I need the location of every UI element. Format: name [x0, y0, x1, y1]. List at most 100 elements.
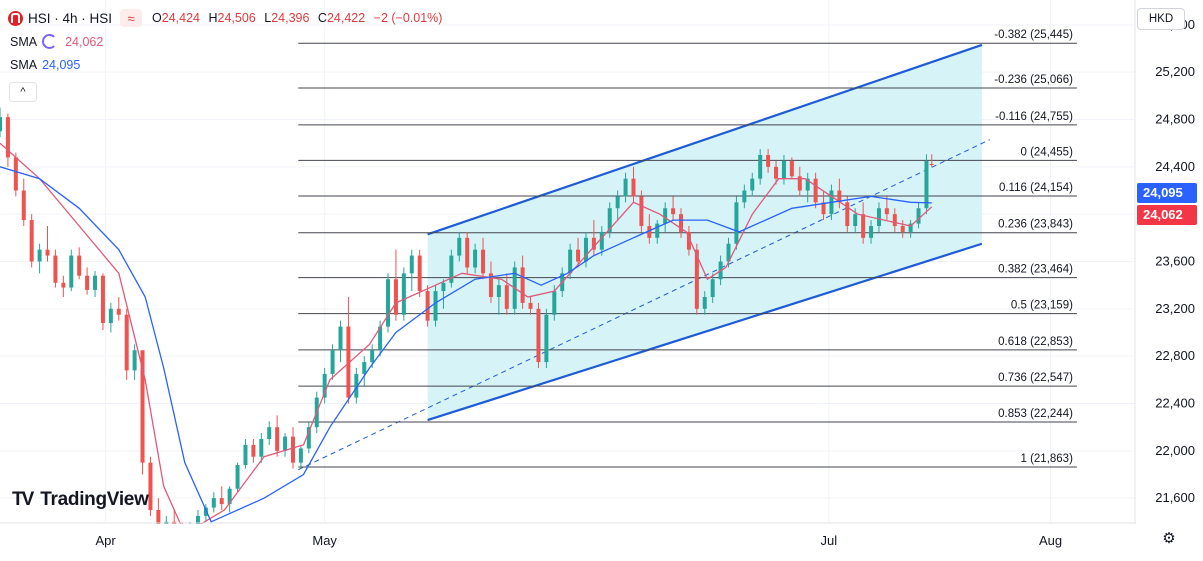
- candle-body: [140, 350, 145, 463]
- fibonacci-retracement[interactable]: -0.382 (25,445) -0.236 (25,066) -0.116 (24…: [298, 29, 1077, 468]
- candle-body: [211, 498, 216, 508]
- candle-body: [235, 465, 240, 489]
- fib-level-label: 0.618 (22,853): [998, 336, 1073, 348]
- low-label: L: [264, 11, 272, 25]
- waves-icon[interactable]: ≈: [120, 9, 143, 27]
- candle-body: [29, 220, 34, 262]
- sma-slow-value: 24,095: [42, 58, 81, 72]
- candle-body: [853, 214, 858, 227]
- open-value: 24,424: [161, 11, 200, 25]
- candle-body: [576, 249, 581, 262]
- fib-level-label: -0.236 (25,066): [994, 74, 1073, 86]
- candle-body: [496, 285, 501, 297]
- x-tick-label: May: [312, 533, 337, 548]
- candle-body: [623, 178, 628, 197]
- candle-body: [583, 237, 588, 262]
- refresh-icon[interactable]: [42, 34, 58, 49]
- candle-body: [607, 208, 612, 232]
- candle-body: [346, 326, 351, 398]
- candle-body: [0, 117, 2, 132]
- candle-body: [845, 202, 850, 227]
- candle-body: [77, 255, 82, 276]
- currency-button[interactable]: HKD: [1137, 8, 1185, 30]
- fib-level-label: 0.116 (24,154): [999, 182, 1073, 194]
- tradingview-mark-icon: TV: [12, 489, 34, 510]
- candle-body: [781, 160, 786, 179]
- candle-body: [457, 237, 462, 256]
- channel-midline-dashed: [298, 139, 991, 471]
- candle-body: [465, 237, 470, 268]
- candle-body: [908, 223, 913, 232]
- fib-level-label: 0.853 (22,244): [998, 408, 1073, 420]
- symbol-line[interactable]: HSI · 4h · HSI: [28, 10, 113, 26]
- fib-level-label: 0.5 (23,159): [1011, 300, 1073, 312]
- y-tick-label: 24,400: [1155, 159, 1195, 174]
- candle-body: [85, 275, 90, 290]
- candle-body: [243, 444, 248, 466]
- candle-body: [156, 509, 161, 528]
- candle-body: [631, 178, 636, 197]
- fib-level-label: -0.116 (24,755): [995, 111, 1073, 123]
- fib-level-label: 0.236 (23,843): [998, 219, 1073, 231]
- candle-body: [758, 155, 763, 179]
- x-tick-label: Aug: [1039, 533, 1062, 548]
- candle-body: [290, 436, 295, 463]
- fib-level-label: 0.382 (23,464): [998, 264, 1073, 276]
- candle-body: [322, 373, 327, 398]
- candle-body: [37, 249, 42, 262]
- candle-body: [797, 176, 802, 191]
- x-axis-background: [0, 524, 1203, 561]
- candle-body: [837, 190, 842, 203]
- sma-slow-legend[interactable]: SMA 24,095: [10, 58, 80, 72]
- ohlc-readout: O24,424 H24,506 L24,396 C24,422 −2 (−0.0…: [152, 11, 447, 25]
- candle-body: [132, 350, 137, 371]
- candle-body: [591, 237, 596, 250]
- candle-body: [148, 462, 153, 510]
- candle-body: [53, 255, 58, 283]
- y-axis-background: [1136, 0, 1203, 561]
- candle-body: [655, 223, 660, 238]
- candle-body: [267, 427, 272, 439]
- sma-fast-value: 24,062: [65, 34, 104, 49]
- tradingview-logo[interactable]: TV TradingView: [12, 489, 149, 511]
- sma-fast-legend[interactable]: SMA 24,062: [10, 34, 103, 49]
- fib-level-label: 1 (21,863): [1020, 453, 1073, 465]
- candle-body: [876, 208, 881, 227]
- candle-body: [599, 231, 604, 250]
- parallel-channel[interactable]: [298, 43, 991, 471]
- candle-body: [774, 166, 779, 179]
- candle-body: [552, 291, 557, 315]
- candle-body: [251, 444, 256, 457]
- candle-body: [924, 160, 929, 209]
- candle-body: [766, 155, 771, 167]
- candle-body: [702, 296, 707, 309]
- fib-level-label: -0.382 (25,445): [994, 29, 1073, 41]
- candle-body: [473, 249, 478, 268]
- y-tick-label: 23,600: [1155, 254, 1195, 269]
- candle-body: [378, 326, 383, 351]
- open-label: O: [152, 11, 162, 25]
- chart-header: HSI · 4h · HSI ≈ O24,424 H24,506 L24,396…: [8, 8, 447, 28]
- candle-body: [805, 178, 810, 191]
- candle-body: [283, 436, 288, 451]
- candle-body: [686, 231, 691, 250]
- candle-body: [900, 226, 905, 232]
- candle-body: [813, 178, 818, 203]
- gear-icon[interactable]: ⚙: [1162, 530, 1176, 547]
- high-value: 24,506: [217, 11, 256, 25]
- x-tick-label: Jul: [821, 533, 838, 548]
- collapse-legend-button[interactable]: ^: [9, 82, 37, 102]
- candle-body: [259, 438, 264, 457]
- y-tick-label: 22,000: [1155, 443, 1195, 458]
- candle-body: [330, 350, 335, 374]
- candle-body: [892, 214, 897, 227]
- close-label: C: [317, 11, 327, 25]
- candle-body: [116, 308, 121, 315]
- close-value: 24,422: [326, 11, 366, 25]
- candle-body: [916, 208, 921, 224]
- candle-body: [275, 427, 280, 451]
- candle-body: [679, 214, 683, 232]
- x-tick-label: Apr: [95, 533, 116, 548]
